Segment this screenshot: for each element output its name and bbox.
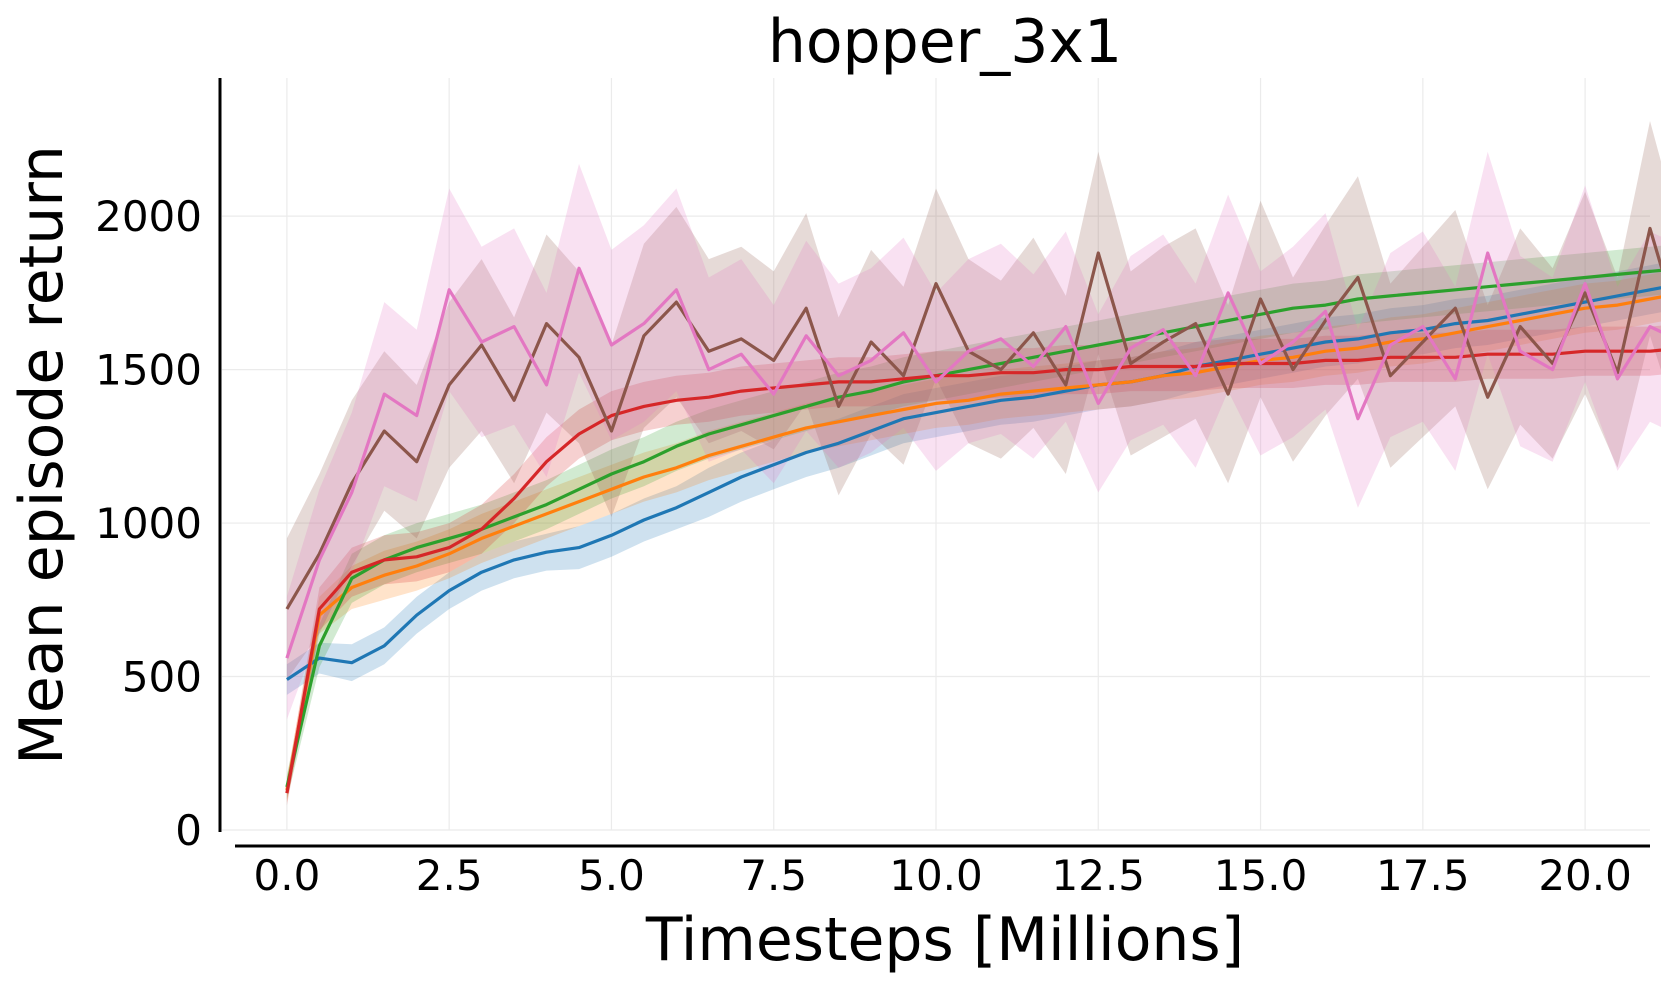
y-tick-label: 2000 <box>95 192 202 241</box>
y-tick-label: 1000 <box>95 499 202 548</box>
series-2-band <box>286 272 1661 803</box>
series-lines <box>285 226 1661 794</box>
x-tick-label: 12.5 <box>1052 851 1146 900</box>
x-tick-label: 17.5 <box>1376 851 1470 900</box>
x-tick-label: 0.0 <box>254 851 321 900</box>
x-tick-label: 15.0 <box>1214 851 1308 900</box>
x-tick-label: 20.0 <box>1538 851 1632 900</box>
chart-title: hopper_3x1 <box>768 7 1122 77</box>
series-1-band <box>286 263 1661 695</box>
x-tick-label: 2.5 <box>416 851 483 900</box>
x-tick-label: 7.5 <box>740 851 807 900</box>
series-6-band <box>286 151 1661 720</box>
series-4-line <box>285 348 1661 794</box>
y-axis-label: Mean episode return <box>7 145 77 765</box>
series-2-line <box>285 295 1661 791</box>
x-tick-labels: 0.0 2.5 5.0 7.5 10.0 12.5 15.0 17.5 20.0 <box>254 851 1632 900</box>
confidence-bands <box>286 121 1661 806</box>
series-3-band <box>286 245 1661 800</box>
x-tick-label: 5.0 <box>578 851 645 900</box>
series-5-line <box>285 226 1661 610</box>
y-tick-label: 1500 <box>95 346 202 395</box>
y-tick-label: 500 <box>122 653 202 702</box>
series-6-line <box>285 251 1661 659</box>
x-tick-label: 10.0 <box>889 851 983 900</box>
y-tick-labels: 0 500 1000 1500 2000 <box>95 192 202 855</box>
y-tick-label: 0 <box>175 806 202 855</box>
gridlines <box>222 78 1650 831</box>
series-4-band <box>286 325 1661 806</box>
x-axis-label: Timesteps [Millions] <box>645 905 1244 975</box>
